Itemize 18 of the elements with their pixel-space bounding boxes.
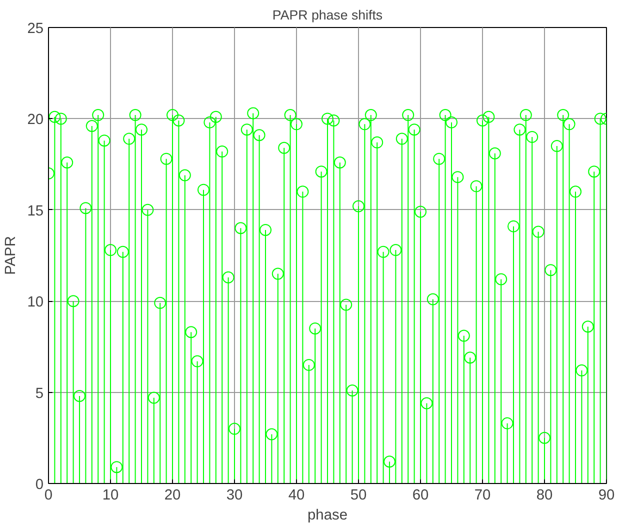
x-tick-label: 40: [288, 488, 305, 504]
x-tick-label: 90: [598, 488, 615, 504]
x-tick-label: 10: [102, 488, 119, 504]
y-tick-label: 0: [35, 477, 44, 493]
x-tick-label: 20: [164, 488, 181, 504]
y-tick-label: 5: [35, 386, 44, 402]
x-axis-title: phase: [308, 508, 348, 524]
x-tick-label: 30: [226, 488, 243, 504]
x-tick-label: 80: [536, 488, 553, 504]
x-tick-label: 50: [350, 488, 367, 504]
x-tick-label: 70: [474, 488, 491, 504]
y-tick-label: 15: [27, 203, 44, 220]
y-tick-label: 25: [27, 21, 44, 37]
y-tick-label: 20: [27, 112, 44, 128]
chart-title: PAPR phase shifts: [272, 8, 383, 22]
y-axis-title: PAPR: [3, 236, 20, 275]
y-tick-label: 10: [27, 294, 44, 311]
x-tick-label: 60: [412, 488, 429, 504]
